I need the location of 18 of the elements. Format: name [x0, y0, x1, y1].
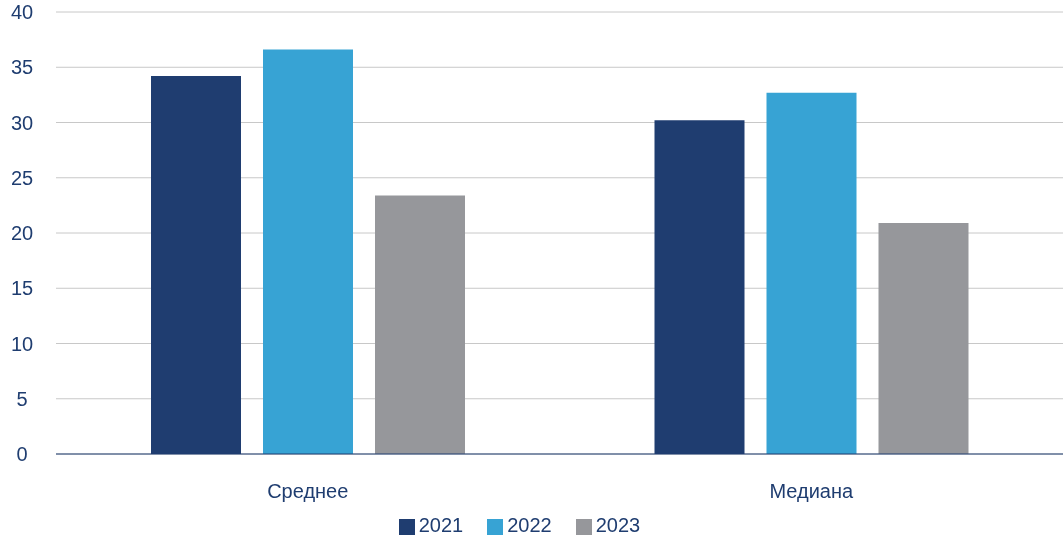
legend-label: 2023 — [595, 514, 641, 536]
legend-label: 2021 — [418, 514, 464, 536]
y-tick-label: 0 — [16, 443, 28, 466]
x-tick-label: Среднее — [267, 480, 349, 503]
y-tick-label: 30 — [10, 111, 34, 134]
bar — [878, 223, 969, 454]
y-tick-label: 20 — [10, 222, 34, 245]
bar — [375, 195, 465, 454]
y-tick-label: 5 — [16, 387, 28, 410]
y-tick-label: 35 — [10, 56, 34, 79]
x-tick-label: Медиана — [769, 480, 854, 503]
legend-label: 2022 — [507, 514, 552, 536]
y-tick-label: 15 — [10, 277, 34, 300]
bar — [263, 49, 353, 454]
y-tick-label: 10 — [10, 332, 34, 355]
bar — [766, 92, 857, 454]
y-tick-label: 40 — [10, 1, 34, 24]
y-tick-label: 25 — [10, 166, 34, 189]
